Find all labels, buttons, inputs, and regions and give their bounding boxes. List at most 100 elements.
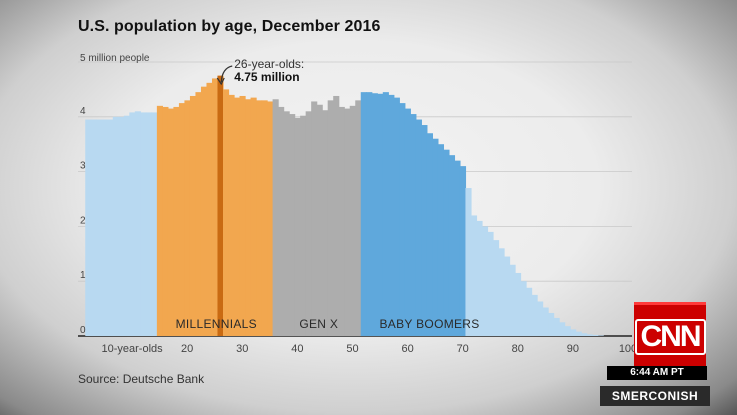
highlight-bar: [217, 75, 223, 336]
population-bar: [173, 106, 180, 336]
population-bar: [515, 272, 522, 336]
highlight-bar-26: [217, 75, 223, 336]
population-bar: [289, 114, 296, 336]
population-bar: [223, 89, 230, 337]
population-bar: [504, 256, 511, 336]
population-bar: [283, 111, 290, 336]
population-bar: [300, 115, 307, 336]
population-bar: [162, 106, 169, 336]
population-bar: [250, 97, 257, 337]
population-bar: [90, 119, 97, 336]
series-labels: MILLENNIALS GEN X BABY BOOMERS: [176, 317, 480, 331]
population-bar: [256, 100, 263, 336]
population-bar: [570, 329, 577, 336]
population-bar: [267, 101, 274, 337]
y-axis-title: 5 million people: [80, 53, 150, 64]
x-tick-label: 90: [567, 343, 579, 355]
population-bar: [322, 110, 329, 336]
cnn-logo-box: CNN: [634, 302, 706, 369]
population-bar: [107, 119, 114, 336]
population-bar: [537, 301, 544, 336]
population-bar: [377, 93, 384, 336]
population-bar: [564, 326, 571, 336]
population-bar: [134, 111, 141, 336]
y-tick-label: 2: [80, 215, 86, 226]
population-bar: [476, 220, 483, 336]
x-tick-label: 100: [619, 343, 637, 355]
population-bar: [388, 94, 395, 336]
x-tick-label: 70: [457, 343, 469, 355]
x-tick-label: 50: [346, 343, 358, 355]
population-bar: [437, 144, 445, 336]
population-bar: [200, 86, 208, 336]
annotation: 26-year-olds:4.75 million: [216, 57, 304, 86]
axis-labels: 0 1 2 3 4 5 million people 10-year-olds 20 30 40 5…: [80, 53, 637, 355]
population-bar: [575, 331, 582, 336]
population-bar: [239, 95, 246, 336]
population-bar: [333, 95, 340, 336]
population-bar: [470, 215, 478, 336]
population-bar: [151, 112, 158, 336]
y-tick-label: 3: [80, 161, 86, 172]
annotation-line1: 26-year-olds:: [234, 57, 304, 71]
population-bar: [305, 111, 312, 336]
population-bar: [366, 92, 373, 336]
series-label: BABY BOOMERS: [380, 317, 480, 331]
cnn-logo: CNN: [634, 319, 706, 355]
population-bar: [189, 95, 197, 336]
series-label: MILLENNIALS: [176, 317, 257, 331]
population-bar: [145, 112, 152, 336]
population-bar: [426, 133, 433, 336]
population-bar: [531, 294, 538, 336]
x-tick-label: 80: [512, 343, 524, 355]
population-bar: [592, 334, 599, 336]
population-bar: [96, 119, 103, 336]
population-bars: [85, 75, 604, 337]
population-bar: [355, 100, 362, 336]
population-bar: [415, 119, 422, 336]
population-bar: [156, 105, 163, 336]
population-bar: [509, 264, 516, 336]
population-bar: [404, 108, 411, 336]
population-bar: [459, 166, 467, 336]
population-bar: [542, 307, 549, 336]
series-label: GEN X: [299, 317, 338, 331]
population-bar: [443, 149, 450, 336]
population-bar: [178, 103, 186, 336]
population-bar: [195, 92, 202, 336]
population-bar: [454, 160, 461, 336]
population-bar: [526, 287, 533, 336]
cnn-time: 6:44 AM PT: [607, 366, 707, 380]
population-bar: [206, 82, 213, 336]
population-bar: [101, 119, 108, 336]
population-bar: [448, 155, 456, 336]
population-bar: [399, 103, 406, 336]
population-bar: [481, 226, 489, 336]
population-bar: [548, 312, 555, 336]
population-bar: [234, 97, 241, 337]
x-tick-label: 40: [291, 343, 303, 355]
population-bar: [118, 116, 125, 336]
population-bar: [597, 335, 604, 336]
population-bar: [338, 106, 345, 336]
y-tick-label: 4: [80, 106, 86, 117]
population-bar: [228, 94, 235, 336]
annotation-line2: 4.75 million: [234, 70, 299, 84]
population-bar: [184, 100, 191, 336]
population-bar: [294, 117, 301, 336]
annotation-arrow: [220, 65, 233, 83]
population-bar: [421, 125, 428, 337]
population-bar: [140, 112, 147, 336]
source-note: Source: Deutsche Bank: [78, 372, 205, 386]
population-bar: [129, 112, 136, 336]
population-bar: [553, 317, 560, 336]
population-bar: [123, 115, 130, 336]
population-bar: [520, 281, 527, 336]
x-tick-label: 30: [236, 343, 248, 355]
population-bar: [349, 105, 356, 336]
cnn-show-name: SMERCONISH: [600, 386, 710, 406]
population-bar: [487, 231, 494, 336]
population-bar: [559, 322, 566, 336]
population-bar: [316, 104, 323, 336]
